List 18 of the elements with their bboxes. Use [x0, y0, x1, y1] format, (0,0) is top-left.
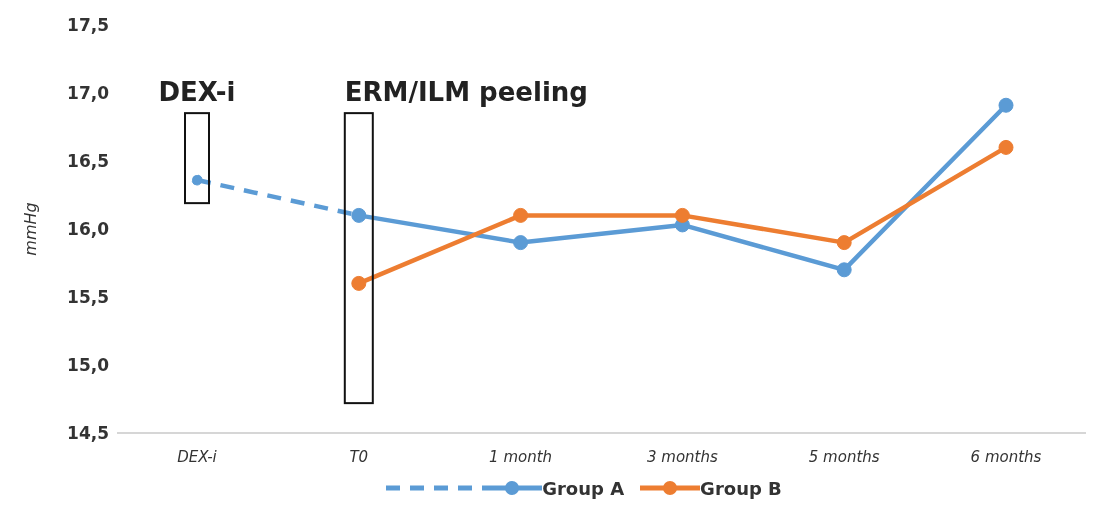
- y-axis-title: mmHg: [20, 202, 40, 256]
- y-tick-label: 15,0: [67, 355, 110, 376]
- x-tick-label: T0: [349, 447, 369, 466]
- y-tick-label: 15,5: [67, 287, 109, 308]
- legend-label: Group A: [542, 477, 625, 499]
- legend-label: Group B: [700, 477, 782, 499]
- y-tick-label: 17,5: [67, 15, 109, 36]
- x-tick-label: 6 months: [970, 447, 1042, 466]
- y-tick-label: 16,0: [67, 219, 110, 240]
- y-tick-label: 17,0: [67, 83, 110, 104]
- x-tick-label: 5 months: [808, 447, 880, 466]
- annotation: ERM/ILM peeling: [344, 77, 588, 108]
- annotation: DEX-i: [158, 77, 236, 108]
- x-tick-label: DEX-i: [177, 447, 218, 466]
- y-tick-label: 14,5: [67, 423, 109, 444]
- x-tick-label: 1 month: [489, 447, 553, 466]
- x-tick-label: 3 months: [646, 447, 718, 466]
- y-tick-label: 16,5: [67, 151, 109, 172]
